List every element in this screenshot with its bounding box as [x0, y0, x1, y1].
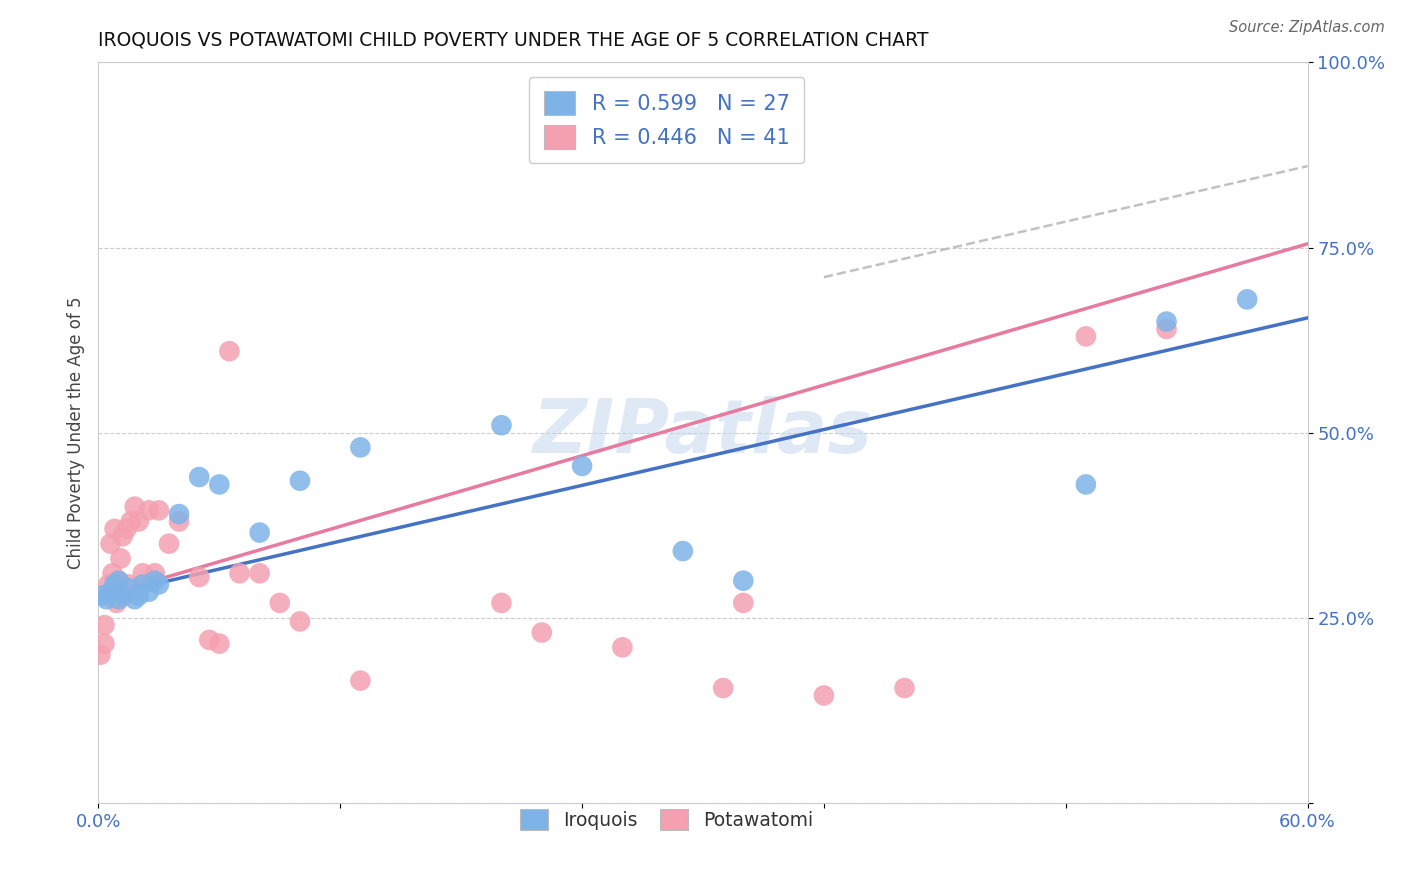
- Point: [167, 507, 190, 521]
- Point: [893, 681, 915, 695]
- Point: [118, 577, 141, 591]
- Point: [143, 566, 166, 581]
- Point: [97, 577, 120, 591]
- Point: [110, 551, 132, 566]
- Text: ZIPatlas: ZIPatlas: [533, 396, 873, 469]
- Point: [111, 589, 134, 603]
- Point: [711, 681, 734, 695]
- Point: [612, 640, 634, 655]
- Point: [157, 536, 180, 550]
- Point: [148, 503, 170, 517]
- Point: [100, 584, 122, 599]
- Point: [107, 574, 129, 588]
- Point: [249, 566, 271, 581]
- Point: [132, 577, 155, 591]
- Point: [93, 637, 115, 651]
- Point: [124, 592, 146, 607]
- Point: [114, 589, 136, 603]
- Point: [89, 648, 111, 662]
- Point: [288, 474, 311, 488]
- Text: IROQUOIS VS POTAWATOMI CHILD POVERTY UNDER THE AGE OF 5 CORRELATION CHART: IROQUOIS VS POTAWATOMI CHILD POVERTY UND…: [98, 30, 929, 50]
- Point: [138, 503, 160, 517]
- Point: [132, 566, 155, 581]
- Point: [571, 458, 593, 473]
- Point: [120, 515, 142, 529]
- Point: [148, 577, 170, 591]
- Point: [672, 544, 695, 558]
- Point: [143, 574, 166, 588]
- Point: [1156, 314, 1178, 328]
- Point: [491, 596, 513, 610]
- Point: [101, 566, 124, 581]
- Point: [208, 477, 231, 491]
- Point: [1156, 322, 1178, 336]
- Point: [188, 470, 211, 484]
- Point: [115, 522, 138, 536]
- Y-axis label: Child Poverty Under the Age of 5: Child Poverty Under the Age of 5: [66, 296, 84, 569]
- Point: [269, 596, 291, 610]
- Point: [349, 441, 371, 455]
- Point: [733, 596, 755, 610]
- Point: [103, 522, 125, 536]
- Point: [228, 566, 250, 581]
- Point: [107, 574, 129, 588]
- Point: [107, 592, 129, 607]
- Point: [1074, 329, 1097, 343]
- Point: [167, 515, 190, 529]
- Point: [138, 584, 160, 599]
- Point: [96, 592, 118, 607]
- Point: [530, 625, 553, 640]
- Point: [208, 637, 231, 651]
- Point: [128, 515, 150, 529]
- Point: [103, 577, 125, 591]
- Point: [111, 529, 134, 543]
- Point: [813, 689, 835, 703]
- Point: [1074, 477, 1097, 491]
- Point: [733, 574, 755, 588]
- Point: [93, 618, 115, 632]
- Point: [128, 589, 150, 603]
- Point: [1236, 293, 1258, 307]
- Point: [218, 344, 240, 359]
- Point: [288, 615, 311, 629]
- Point: [105, 596, 128, 610]
- Point: [118, 581, 141, 595]
- Text: Source: ZipAtlas.com: Source: ZipAtlas.com: [1229, 20, 1385, 35]
- Point: [100, 536, 122, 550]
- Point: [91, 589, 114, 603]
- Point: [349, 673, 371, 688]
- Legend: Iroquois, Potawatomi: Iroquois, Potawatomi: [513, 801, 821, 838]
- Point: [198, 632, 221, 647]
- Point: [491, 418, 513, 433]
- Point: [188, 570, 211, 584]
- Point: [124, 500, 146, 514]
- Point: [249, 525, 271, 540]
